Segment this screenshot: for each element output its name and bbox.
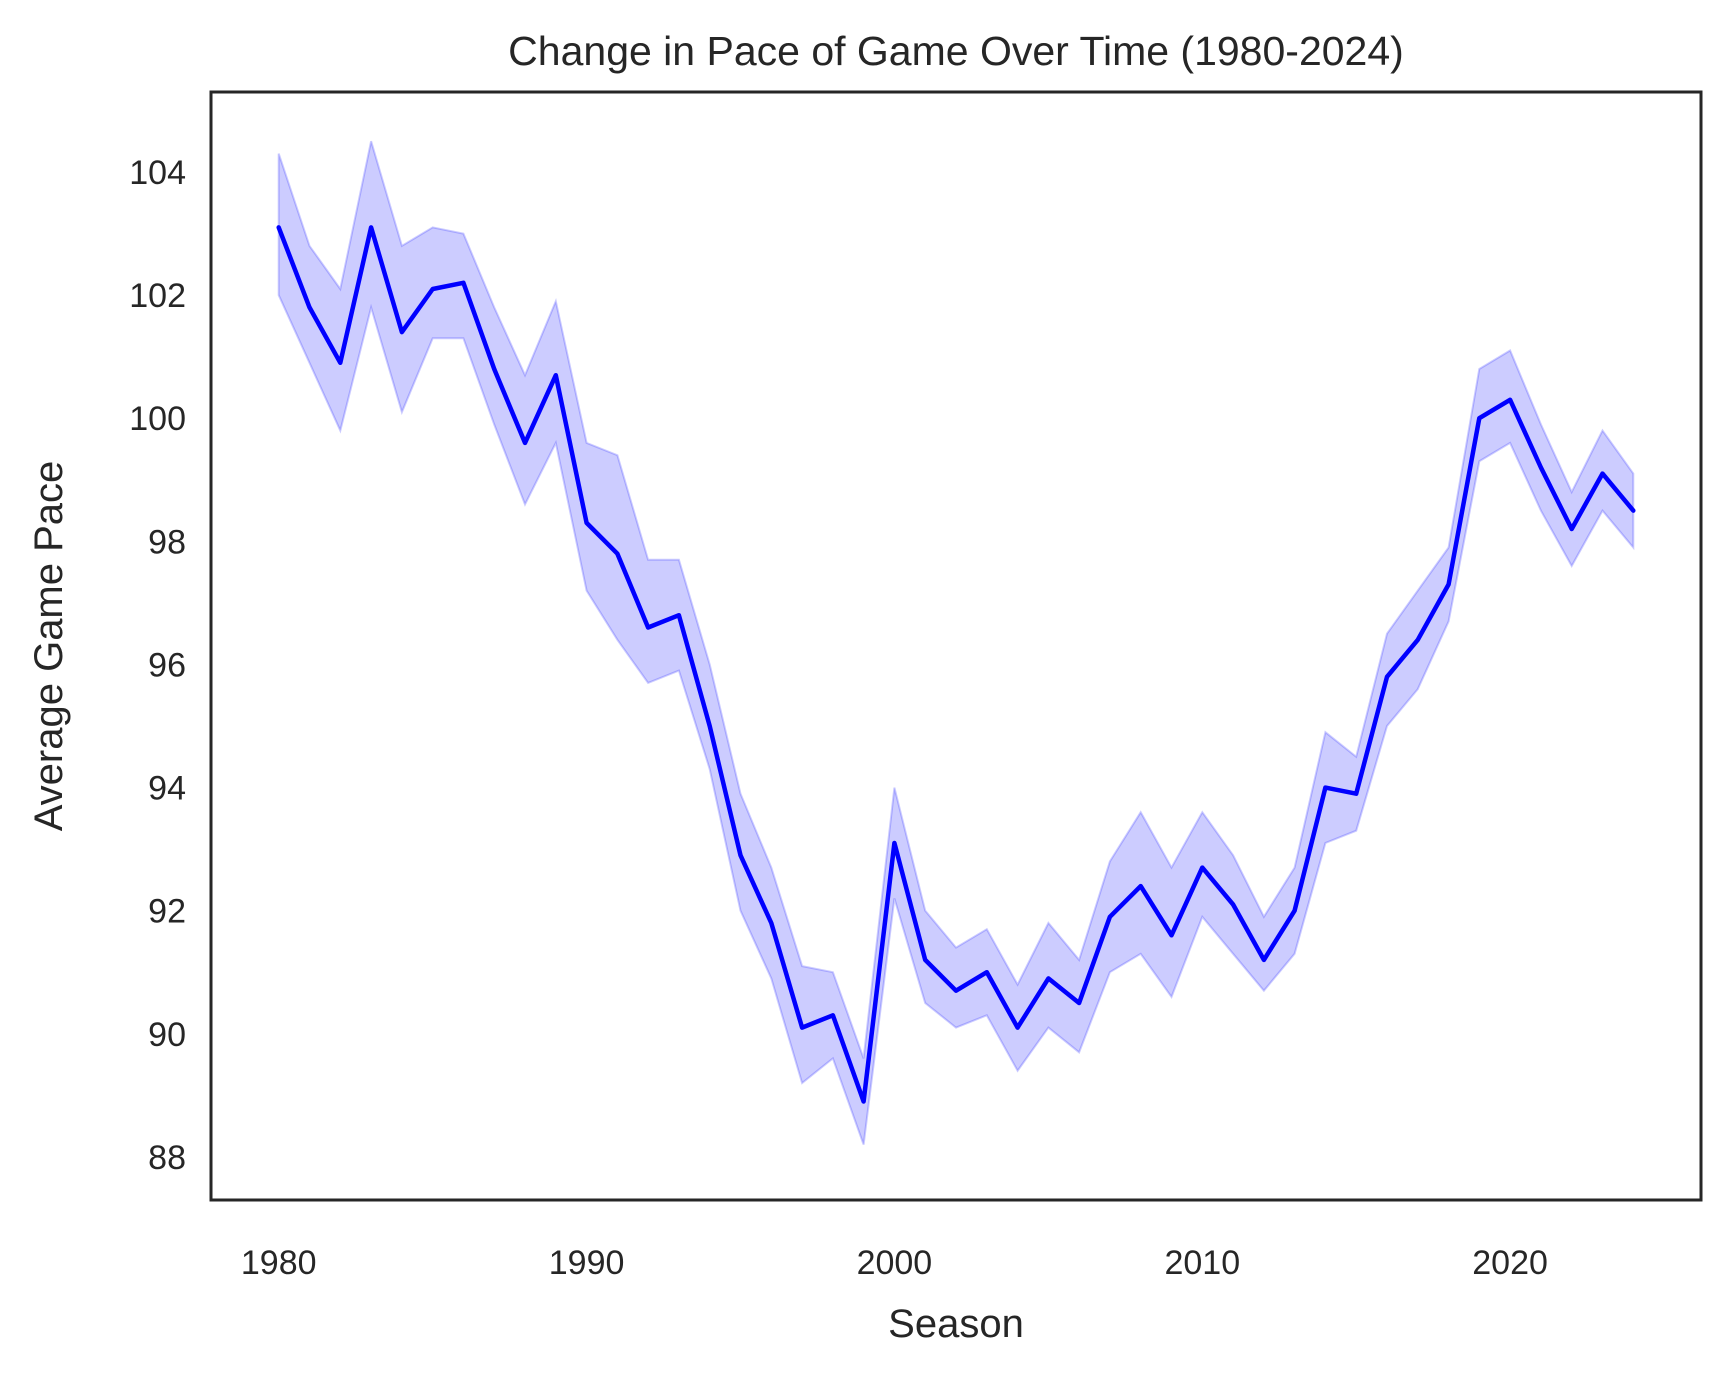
data-point [1384, 674, 1390, 680]
y-tick-label: 104 [129, 154, 186, 192]
data-point [953, 988, 959, 994]
data-point [1538, 465, 1544, 471]
x-tick-label: 1980 [241, 1244, 317, 1282]
data-point [1045, 975, 1051, 981]
data-point [1230, 902, 1236, 908]
data-point [1015, 1025, 1021, 1031]
y-tick-label: 90 [148, 1016, 186, 1054]
y-tick-label: 94 [148, 770, 186, 808]
data-point [399, 329, 405, 335]
data-point [707, 723, 713, 729]
y-tick-label: 88 [148, 1139, 186, 1177]
confidence-band-layer [277, 140, 1635, 1145]
series-line-layer [276, 224, 1636, 1105]
data-point [984, 969, 990, 975]
data-point [430, 286, 436, 292]
data-point [645, 625, 651, 631]
data-point [491, 366, 497, 372]
data-point [460, 280, 466, 286]
data-point [1476, 415, 1482, 421]
data-point [922, 957, 928, 963]
x-tick-label: 2010 [1164, 1244, 1240, 1282]
data-point [1292, 908, 1298, 914]
data-point [891, 840, 897, 846]
data-point [1199, 865, 1205, 871]
data-point [861, 1099, 867, 1105]
x-tick-labels: 1980 1990 2000 2010 2020 [241, 1244, 1548, 1282]
plot-frame [209, 90, 1703, 1202]
data-point [614, 551, 620, 557]
data-point [368, 224, 374, 230]
data-point [1322, 785, 1328, 791]
y-tick-label: 100 [129, 400, 186, 438]
y-tick-label: 96 [148, 647, 186, 685]
data-point [1107, 914, 1113, 920]
confidence-band [277, 140, 1635, 1145]
x-axis-label: Season [888, 1302, 1024, 1346]
y-tick-label: 98 [148, 523, 186, 561]
data-point [768, 920, 774, 926]
data-point [1507, 397, 1513, 403]
data-point [337, 360, 343, 366]
data-point [1353, 791, 1359, 797]
data-point [584, 520, 590, 526]
data-point [1261, 957, 1267, 963]
x-tick-label: 2020 [1472, 1244, 1548, 1282]
data-point [1169, 932, 1175, 938]
y-axis-label: Average Game Pace [27, 461, 71, 832]
y-tick-labels: 88 90 92 94 96 98 100 102 104 [129, 154, 186, 1177]
data-point [830, 1012, 836, 1018]
data-point [1630, 508, 1636, 514]
series-line [276, 225, 1636, 1104]
data-point [1415, 637, 1421, 643]
data-point [738, 852, 744, 858]
chart-title: Change in Pace of Game Over Time (1980-2… [508, 28, 1404, 74]
data-point [1138, 883, 1144, 889]
data-point [799, 1025, 805, 1031]
x-tick-label: 1990 [549, 1244, 625, 1282]
data-point [1569, 526, 1575, 532]
data-point [1600, 471, 1606, 477]
x-tick-label: 2000 [857, 1244, 933, 1282]
data-point [522, 440, 528, 446]
data-point [553, 372, 559, 378]
data-point [276, 224, 282, 230]
y-tick-label: 102 [129, 277, 186, 315]
y-tick-label: 92 [148, 893, 186, 931]
data-point [1446, 581, 1452, 587]
data-point [307, 304, 313, 310]
data-point [1076, 1000, 1082, 1006]
data-point [676, 612, 682, 618]
